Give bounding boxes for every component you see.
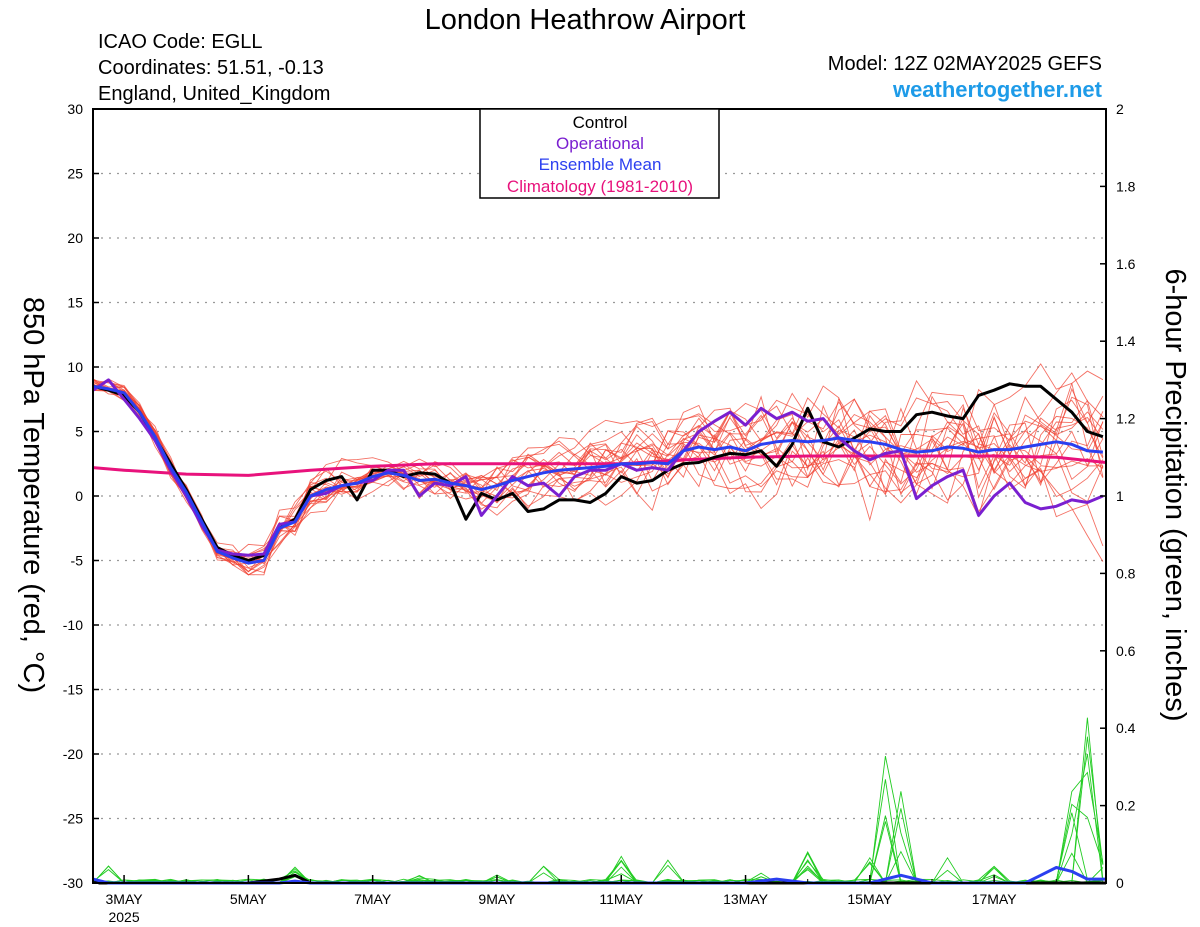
left-tick-label: 0 [75,488,83,504]
operational-line [92,378,1104,557]
right-tick-label: 0.6 [1116,643,1136,659]
left-tick-label: 20 [67,230,83,246]
precip-members [92,717,1104,885]
legend-control: Control [573,113,628,132]
left-tick-label: 10 [67,359,83,375]
right-tick-label: 0.4 [1116,720,1136,736]
left-tick-label: -15 [63,682,83,698]
precip-member-line [92,717,1104,884]
ensemble-mean-line [92,384,1104,565]
left-tick-label: -25 [63,811,83,827]
region: England, United_Kingdom [98,83,330,105]
precip-member-line [92,808,1103,885]
legend-ensemble-mean: Ensemble Mean [539,155,662,174]
x-tick-label: 3MAY [106,891,144,907]
left-tick-label: -10 [63,617,83,633]
model-run: Model: 12Z 02MAY2025 GEFS [828,53,1102,75]
x-tick-label: 17MAY [972,891,1018,907]
legend-climatology: Climatology (1981-2010) [507,177,693,196]
x-tick-label: 5MAY [230,891,268,907]
right-axis: 2 1.8 1.6 1.4 1.2 1 0.8 0.6 0.4 0.2 0 [1100,101,1136,891]
right-axis-label: 6-hour Precipitation (green, inches) [1159,269,1191,722]
left-tick-label: -20 [63,746,83,762]
ensemble-member-line [92,379,1104,566]
precip-member-line [93,791,1104,884]
x-tick-label: 13MAY [723,891,769,907]
left-tick-label: -5 [71,553,84,569]
precip-member-line [92,815,1103,884]
legend-operational: Operational [556,134,644,153]
coordinates: Coordinates: 51.51, -0.13 [98,57,324,79]
right-tick-label: 1.4 [1116,333,1136,349]
ensemble-member-line [92,383,1104,576]
precip-member-line [93,779,1104,884]
x-tick-label: 7MAY [354,891,392,907]
legend-box [479,108,720,199]
right-tick-label: 1 [1116,488,1124,504]
chart-title: London Heathrow Airport [425,4,746,36]
precip-member-line [93,812,1103,884]
header: London Heathrow Airport ICAO Code: EGLL … [98,4,1103,105]
right-tick-label: 2 [1116,101,1124,117]
climatology-line [92,454,1107,477]
legend: Control Operational Ensemble Mean Climat… [479,108,720,199]
right-tick-label: 1.2 [1116,411,1136,427]
right-tick-label: 0 [1116,875,1124,891]
control-line [92,382,1104,562]
left-tick-label: 25 [67,166,83,182]
ensemble-member-line [92,379,1104,556]
left-tick-label: 30 [67,101,83,117]
x-tick-label: 9MAY [478,891,516,907]
precip-member-line [92,771,1104,884]
right-tick-label: 1.6 [1116,256,1136,272]
left-tick-label: -30 [63,875,83,891]
site-link[interactable]: weathertogether.net [892,77,1103,102]
left-axis-label: 850 hPa Temperature (red, °C) [17,297,49,693]
ensemble-member-line [92,386,1104,576]
ensemble-member-line [92,378,1104,560]
precip-member-line [93,852,1103,884]
left-axis: 30 25 20 15 10 5 0 -5 -10 -15 -20 -25 -30 [63,101,99,891]
series-lines [92,378,1107,885]
right-tick-label: 1.8 [1116,178,1136,194]
precip-member-line [93,736,1104,884]
right-tick-label: 0.2 [1116,798,1136,814]
x-axis: 3MAY 5MAY 7MAY 9MAY 11MAY 13MAY 15MAY 17MAY 2025 [106,875,1057,925]
ensemble-member-line [92,378,1104,561]
x-year-label: 2025 [108,909,139,925]
left-tick-label: 5 [75,424,83,440]
ensemble-member-line [92,386,1104,573]
x-tick-label: 11MAY [599,891,643,907]
left-tick-label: 15 [67,295,83,311]
x-tick-label: 15MAY [847,891,893,907]
right-tick-label: 0.8 [1116,565,1136,581]
icao-code: ICAO Code: EGLL [98,31,263,53]
